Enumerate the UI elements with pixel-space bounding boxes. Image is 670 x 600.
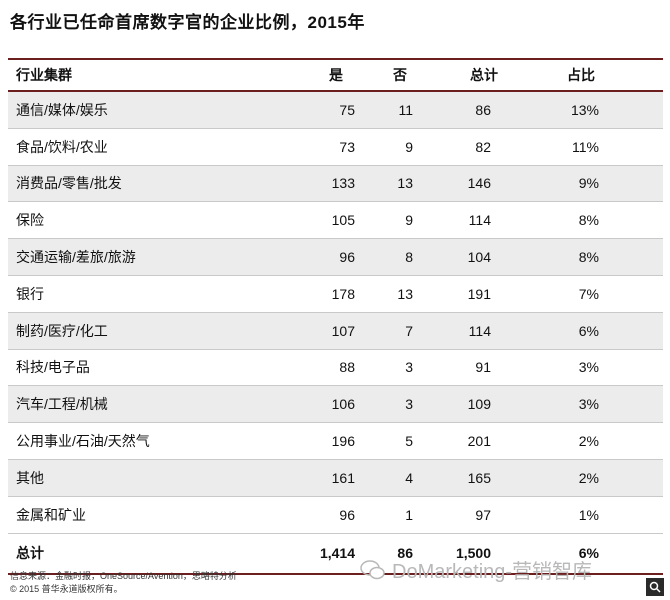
cell-no: 13: [397, 175, 413, 192]
total-label: 总计: [16, 545, 44, 562]
cell-yes: 88: [339, 359, 355, 376]
copyright-note: © 2015 普华永道版权所有。: [10, 584, 123, 594]
cell-total: 201: [467, 433, 491, 450]
cell-no: 3: [405, 359, 413, 376]
table-row: 科技/电子品 88 3 91 3%: [8, 350, 663, 387]
table-row: 通信/媒体/娱乐 75 11 86 13%: [8, 92, 663, 129]
cell-industry: 金属和矿业: [16, 506, 86, 523]
cell-no: 7: [405, 322, 413, 339]
cell-share: 11%: [572, 138, 599, 155]
table-row: 金属和矿业 96 1 97 1%: [8, 497, 663, 534]
cell-share: 8%: [578, 212, 599, 229]
cell-industry: 交通运输/差旅/旅游: [16, 249, 136, 266]
cell-no: 3: [405, 396, 413, 413]
cell-industry: 公用事业/石油/天然气: [16, 433, 150, 450]
header-share: 占比: [567, 67, 595, 83]
table-row: 交通运输/差旅/旅游 96 8 104 8%: [8, 239, 663, 276]
total-no: 86: [397, 545, 413, 562]
table-row: 公用事业/石油/天然气 196 5 201 2%: [8, 423, 663, 460]
cell-no: 9: [405, 212, 413, 229]
footer: 信息来源：金融时报，OneSource/Avention，思略特分析 © 201…: [10, 570, 237, 596]
cell-industry: 其他: [16, 469, 44, 486]
table-row: 汽车/工程/机械 106 3 109 3%: [8, 386, 663, 424]
cell-share: 8%: [578, 249, 599, 266]
table-row: 食品/饮料/农业 73 9 82 11%: [8, 129, 663, 166]
cell-industry: 汽车/工程/机械: [16, 396, 108, 413]
cell-share: 3%: [578, 359, 599, 376]
table-row: 银行 178 13 191 7%: [8, 276, 663, 313]
search-icon[interactable]: [646, 578, 664, 596]
cell-industry: 科技/电子品: [16, 359, 90, 376]
table-row: 其他 161 4 165 2%: [8, 459, 663, 497]
cell-yes: 161: [331, 469, 355, 486]
table-row: 制药/医疗/化工 107 7 114 6%: [8, 312, 663, 350]
industry-table: 行业集群 是 否 总计 占比 通信/媒体/娱乐 75 11 86 13% 食品/饮料/农业…: [8, 58, 663, 575]
cell-share: 6%: [578, 322, 599, 339]
table-row: 消费品/零售/批发 133 13 146 9%: [8, 165, 663, 203]
cell-total: 86: [475, 101, 491, 118]
table-row: 保险 105 9 114 8%: [8, 202, 663, 240]
cell-total: 97: [475, 506, 491, 523]
header-no: 否: [393, 67, 407, 83]
source-note: 信息来源：金融时报，OneSource/Avention，思略特分析: [10, 571, 237, 581]
cell-no: 9: [405, 138, 413, 155]
cell-no: 8: [405, 249, 413, 266]
cell-share: 3%: [578, 396, 599, 413]
cell-no: 4: [405, 469, 413, 486]
cell-share: 7%: [578, 285, 599, 302]
cell-share: 13%: [570, 101, 599, 118]
header-yes: 是: [329, 67, 343, 83]
cell-total: 165: [467, 469, 491, 486]
cell-yes: 75: [339, 101, 355, 118]
cell-no: 11: [398, 101, 413, 118]
total-share: 6%: [578, 545, 599, 562]
cell-total: 109: [467, 396, 491, 413]
cell-no: 5: [405, 433, 413, 450]
cell-total: 82: [475, 138, 491, 155]
cell-industry: 通信/媒体/娱乐: [16, 101, 108, 118]
cell-industry: 制药/医疗/化工: [16, 322, 108, 339]
header-industry: 行业集群: [16, 67, 72, 83]
cell-total: 146: [467, 175, 491, 192]
cell-no: 13: [397, 285, 413, 302]
cell-yes: 196: [331, 433, 355, 450]
cell-yes: 105: [331, 212, 355, 229]
cell-yes: 178: [331, 285, 355, 302]
table-header: 行业集群 是 否 总计 占比: [8, 60, 663, 92]
cell-industry: 保险: [16, 212, 44, 229]
total-total: 1,500: [455, 545, 491, 562]
watermark-text: DoMarketing-营销智库: [392, 561, 593, 583]
top-rule: [8, 58, 663, 60]
cell-yes: 96: [339, 506, 355, 523]
total-yes: 1,414: [319, 545, 355, 562]
wechat-icon: [360, 559, 385, 579]
table-title: 各行业已任命首席数字官的企业比例，2015年: [10, 13, 365, 32]
header-total: 总计: [470, 67, 498, 83]
cell-yes: 96: [339, 249, 355, 266]
cell-total: 114: [468, 322, 491, 339]
cell-total: 114: [468, 212, 491, 229]
cell-industry: 消费品/零售/批发: [16, 175, 122, 192]
cell-share: 2%: [578, 469, 599, 486]
cell-yes: 73: [339, 138, 355, 155]
cell-industry: 食品/饮料/农业: [16, 138, 108, 155]
cell-share: 1%: [578, 506, 599, 523]
cell-no: 1: [405, 506, 413, 523]
cell-yes: 133: [331, 175, 355, 192]
table-body: 通信/媒体/娱乐 75 11 86 13% 食品/饮料/农业 73 9 82 11% 消费品/零售/…: [8, 92, 663, 534]
cell-yes: 107: [331, 322, 355, 339]
cell-total: 91: [475, 359, 491, 376]
watermark: DoMarketing-营销智库: [360, 555, 592, 584]
cell-total: 104: [467, 249, 491, 266]
cell-share: 2%: [578, 433, 599, 450]
cell-share: 9%: [578, 175, 599, 192]
cell-yes: 106: [331, 396, 355, 413]
cell-total: 191: [467, 285, 491, 302]
total-row: 总计 1,414 86 1,500 6%: [8, 534, 663, 575]
cell-industry: 银行: [16, 285, 44, 302]
